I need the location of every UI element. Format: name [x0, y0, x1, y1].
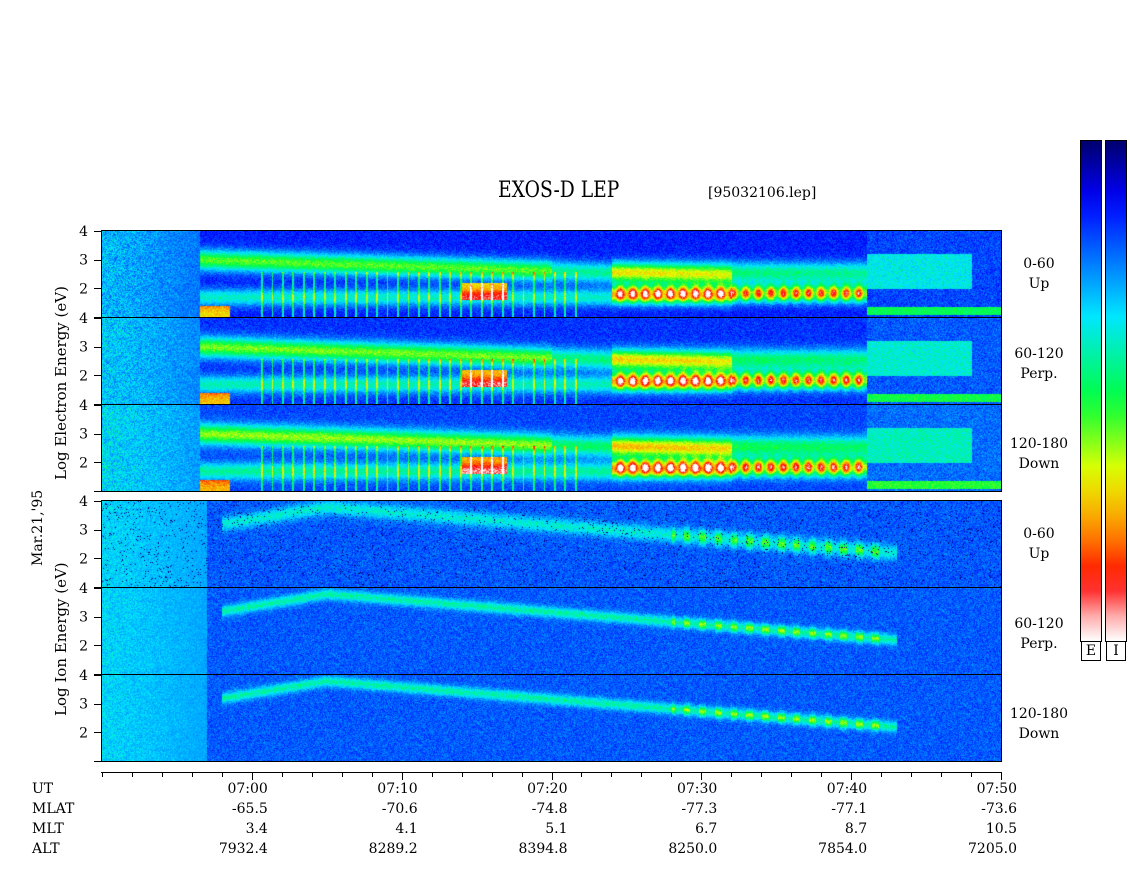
row-label-mlat: MLAT	[32, 801, 75, 817]
electron-perp-spectrogram	[102, 318, 1001, 404]
orbit-alt-value: 7205.0	[968, 841, 1017, 857]
panel-label-electron-down: 120-180 Down	[1009, 436, 1069, 472]
orbit-mlt-value: 10.5	[985, 821, 1017, 837]
orbit-alt-value: 8289.2	[368, 841, 418, 857]
y-tick-label: 2	[79, 551, 88, 567]
electron-down-spectrogram	[102, 405, 1001, 491]
y-tick-label: 4	[79, 668, 88, 684]
ion-perp-spectrogram	[102, 588, 1001, 674]
ion-colorbar	[1105, 140, 1127, 642]
orbit-ut-value: 07:00	[227, 781, 268, 797]
y-tick-label: 4	[79, 398, 88, 414]
chart-title: EXOS-D LEP	[498, 178, 620, 203]
orbit-mlat-value: -77.1	[831, 801, 868, 817]
panel-label-electron-up: 0-60 Up	[1023, 256, 1055, 292]
file-name-label: [95032106.lep]	[708, 185, 817, 201]
electron-colorbar	[1080, 140, 1102, 642]
orbit-ut-value: 07:20	[527, 781, 568, 797]
orbit-ut-value: 07:10	[377, 781, 418, 797]
orbit-mlt-value: 4.1	[395, 821, 418, 837]
row-label-mlt: MLT	[32, 821, 64, 837]
orbit-mlt-value: 3.4	[245, 821, 268, 837]
y-tick-label: 2	[79, 725, 88, 741]
orbit-mlat-value: -74.8	[531, 801, 568, 817]
y-tick-label: 2	[79, 455, 88, 471]
y-tick-label: 4	[79, 494, 88, 510]
panel-label-electron-perp: 60-120 Perp.	[1014, 346, 1064, 382]
y-tick-label: 3	[79, 340, 88, 356]
orbit-alt-value: 7932.4	[218, 841, 268, 857]
orbit-mlat-value: -70.6	[381, 801, 418, 817]
ion-up-spectrogram	[102, 501, 1001, 587]
y-tick-label: 3	[79, 427, 88, 443]
orbit-alt-value: 7854.0	[818, 841, 868, 857]
panel-label-ion-down: 120-180 Down	[1009, 706, 1069, 742]
colorbar-label-i: I	[1106, 641, 1126, 661]
row-label-alt: ALT	[32, 841, 60, 857]
y-tick-label: 3	[79, 523, 88, 539]
orbit-mlat-value: -73.6	[981, 801, 1017, 817]
panel-label-ion-perp: 60-120 Perp.	[1014, 616, 1064, 652]
orbit-alt-value: 8394.8	[518, 841, 568, 857]
y-tick-label: 4	[79, 311, 88, 327]
row-label-ut: UT	[32, 781, 54, 797]
orbit-mlt-value: 6.7	[695, 821, 718, 837]
y-tick-label: 4	[79, 581, 88, 597]
orbit-mlt-value: 8.7	[844, 821, 868, 837]
orbit-ut-value: 07:40	[826, 781, 868, 797]
y-tick-label: 2	[79, 368, 88, 384]
y-tick-label: 4	[79, 224, 88, 240]
y-tick-label: 2	[79, 281, 88, 297]
colorbar-label-e: E	[1081, 641, 1101, 661]
y-tick-label: 2	[79, 638, 88, 654]
y-tick-label: 3	[79, 610, 88, 626]
orbit-ut-value: 07:50	[976, 781, 1017, 797]
panel-label-ion-up: 0-60 Up	[1023, 526, 1055, 562]
orbit-alt-value: 8250.0	[668, 841, 718, 857]
orbit-mlt-value: 5.1	[545, 821, 568, 837]
y-tick-label: 3	[79, 253, 88, 269]
electron-up-spectrogram	[102, 231, 1001, 317]
y-tick-label: 3	[79, 697, 88, 713]
orbit-ut-value: 07:30	[676, 781, 718, 797]
orbit-mlat-value: -65.5	[231, 801, 268, 817]
orbit-mlat-value: -77.3	[681, 801, 718, 817]
ion-down-spectrogram	[102, 675, 1001, 761]
